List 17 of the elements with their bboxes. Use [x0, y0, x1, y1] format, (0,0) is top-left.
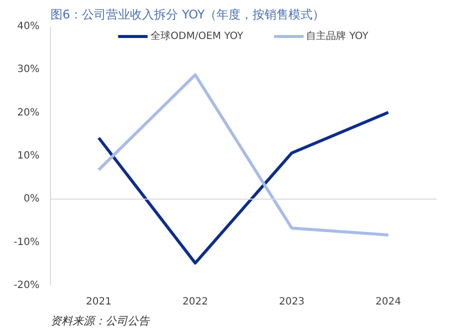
y-tick-label: 10%	[17, 150, 40, 162]
line-series	[97, 73, 390, 236]
text: 资料来源：公司公告	[50, 314, 150, 328]
x-tick-label: 2024	[376, 296, 401, 308]
legend-label: 自主品牌 YOY	[306, 30, 368, 43]
y-tick-label: 40%	[17, 21, 40, 32]
x-tick-label: 2023	[279, 296, 304, 308]
y-tick-label: 30%	[17, 64, 40, 76]
line-series	[97, 110, 390, 265]
y-tick-label: 0%	[24, 194, 40, 205]
x-tick-label: 2021	[86, 296, 112, 308]
chart-title: 图6：公司营业收入拆分 YOY（年度，按销售模式）	[50, 8, 325, 22]
y-tick-label: -20%	[14, 280, 40, 291]
x-tick-label: 2022	[182, 296, 208, 308]
legend-label: 全球ODM/OEM YOY	[150, 30, 244, 43]
y-tick-label: 20%	[17, 107, 40, 118]
y-tick-label: -10%	[14, 236, 40, 248]
